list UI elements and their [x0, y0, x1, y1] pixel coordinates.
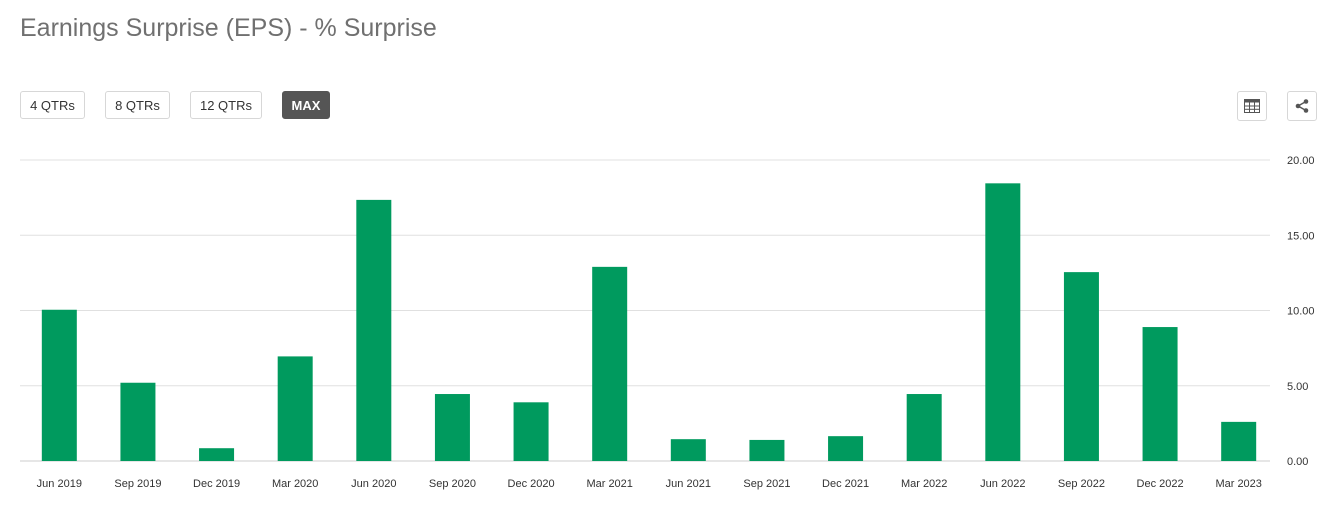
- range-max-button[interactable]: MAX: [282, 91, 330, 119]
- x-tick-label: Dec 2020: [508, 478, 555, 490]
- bar[interactable]: [592, 266, 628, 461]
- x-tick-label: Dec 2022: [1137, 478, 1184, 490]
- x-tick-label: Jun 2019: [37, 478, 82, 490]
- bar[interactable]: [434, 394, 470, 461]
- bar[interactable]: [277, 356, 313, 461]
- y-tick-label: 5.00: [1287, 381, 1308, 393]
- y-tick-label: 15.00: [1287, 230, 1315, 242]
- bar[interactable]: [513, 402, 549, 461]
- range-12-qtrs-button[interactable]: 12 QTRs: [190, 91, 262, 119]
- range-8-qtrs-button[interactable]: 8 QTRs: [105, 91, 170, 119]
- x-tick-label: Mar 2021: [586, 478, 632, 490]
- x-tick-label: Sep 2022: [1058, 478, 1105, 490]
- x-tick-label: Sep 2021: [743, 478, 790, 490]
- eps-surprise-chart: 0.00 5.00 10.00 15.00 20.00 Jun 2019 Sep 2019 D…: [0, 140, 1333, 507]
- x-tick-label: Dec 2021: [822, 478, 869, 490]
- x-tick-label: Jun 2020: [351, 478, 396, 490]
- bar[interactable]: [906, 394, 942, 461]
- bar[interactable]: [985, 183, 1021, 461]
- x-tick-label: Mar 2020: [272, 478, 318, 490]
- x-tick-label: Sep 2020: [429, 478, 476, 490]
- x-tick-label: Mar 2022: [901, 478, 947, 490]
- share-button[interactable]: [1287, 91, 1317, 121]
- x-tick-label: Jun 2021: [666, 478, 711, 490]
- share-icon: [1295, 99, 1309, 113]
- bar[interactable]: [1063, 272, 1099, 461]
- y-tick-label: 10.00: [1287, 306, 1315, 318]
- bar[interactable]: [670, 439, 706, 461]
- bar[interactable]: [199, 448, 235, 461]
- table-view-button[interactable]: [1237, 91, 1267, 121]
- x-tick-label: Dec 2019: [193, 478, 240, 490]
- page-title: Earnings Surprise (EPS) - % Surprise: [20, 14, 437, 42]
- y-tick-label: 20.00: [1287, 155, 1315, 167]
- bar[interactable]: [120, 382, 156, 461]
- range-4-qtrs-button[interactable]: 4 QTRs: [20, 91, 85, 119]
- bar[interactable]: [1221, 421, 1257, 461]
- x-tick-label: Jun 2022: [980, 478, 1025, 490]
- bar[interactable]: [356, 199, 392, 461]
- table-icon: [1244, 99, 1260, 113]
- x-tick-label: Mar 2023: [1215, 478, 1261, 490]
- bar[interactable]: [749, 439, 785, 461]
- y-tick-label: 0.00: [1287, 456, 1308, 468]
- bar[interactable]: [828, 436, 864, 461]
- chart-svg: 0.00 5.00 10.00 15.00 20.00 Jun 2019 Sep 2019 D…: [20, 155, 1315, 490]
- bar[interactable]: [1142, 327, 1178, 461]
- x-tick-label: Sep 2019: [114, 478, 161, 490]
- bar[interactable]: [41, 309, 77, 461]
